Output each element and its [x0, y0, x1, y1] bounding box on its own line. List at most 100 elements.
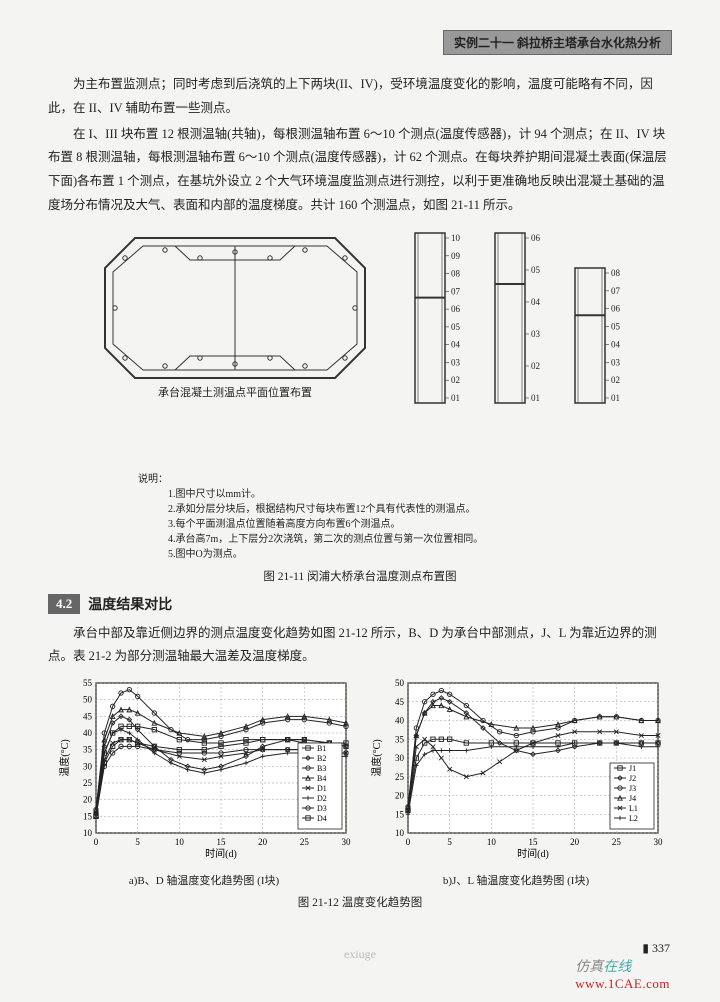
svg-text:J4: J4: [629, 794, 636, 803]
svg-text:B2: B2: [317, 754, 326, 763]
svg-text:时间(d): 时间(d): [205, 847, 237, 860]
svg-text:04: 04: [611, 339, 621, 349]
svg-text:05: 05: [531, 265, 541, 275]
figure-note: 5.图中O为测点。: [168, 547, 672, 562]
svg-text:03: 03: [531, 329, 541, 339]
svg-text:30: 30: [342, 837, 352, 847]
svg-text:5: 5: [135, 837, 140, 847]
svg-text:30: 30: [83, 761, 93, 771]
svg-text:15: 15: [529, 837, 539, 847]
svg-text:04: 04: [531, 297, 541, 307]
chapter-banner: 实例二十一 斜拉桥主塔承台水化热分析: [443, 30, 672, 55]
svg-text:40: 40: [83, 728, 93, 738]
svg-text:B1: B1: [317, 744, 326, 753]
svg-text:50: 50: [395, 678, 405, 688]
section-head-4-2: 4.2 温度结果对比: [48, 594, 672, 614]
svg-text:06: 06: [531, 233, 541, 243]
svg-text:D2: D2: [317, 794, 327, 803]
chart-b-wrap: 101520253035404550051015202530时间(d)温度(°C…: [366, 675, 666, 888]
svg-text:10: 10: [395, 828, 405, 838]
footer: ▮ 337 仿真在线 www.1CAE.com: [575, 941, 670, 992]
svg-text:04: 04: [451, 339, 461, 349]
svg-text:D4: D4: [317, 814, 327, 823]
svg-text:08: 08: [611, 268, 621, 278]
svg-text:25: 25: [612, 837, 622, 847]
svg-text:05: 05: [451, 321, 461, 331]
page: 实例二十一 斜拉桥主塔承台水化热分析 为主布置监测点；同时考虑到后浇筑的上下两块…: [0, 0, 720, 930]
svg-text:承台混凝土测温点平面位置布置: 承台混凝土测温点平面位置布置: [158, 385, 312, 399]
chart-a-sub: a)B、D 轴温度变化趋势图 (I块): [54, 872, 354, 888]
figure-note: 1.图中尺寸以mm计。: [168, 487, 672, 502]
svg-text:0: 0: [94, 837, 99, 847]
svg-text:06: 06: [611, 303, 621, 313]
svg-text:20: 20: [395, 791, 405, 801]
svg-text:20: 20: [83, 795, 93, 805]
svg-text:J1: J1: [629, 764, 636, 773]
svg-text:20: 20: [570, 837, 580, 847]
svg-text:03: 03: [611, 357, 621, 367]
svg-text:B4: B4: [317, 774, 326, 783]
header-banner: 实例二十一 斜拉桥主塔承台水化热分析: [48, 30, 672, 55]
svg-text:40: 40: [395, 716, 405, 726]
svg-text:D3: D3: [317, 804, 327, 813]
svg-text:06: 06: [451, 304, 461, 314]
figure-21-12-caption: 图 21-12 温度变化趋势图: [48, 894, 672, 910]
svg-text:03: 03: [451, 357, 461, 367]
svg-text:30: 30: [395, 753, 405, 763]
watermark: exiuge: [344, 947, 376, 962]
svg-text:07: 07: [451, 286, 461, 296]
svg-text:5: 5: [447, 837, 452, 847]
notes-label: 说明：: [138, 472, 672, 487]
figure-note: 3.每个平面测温点位置随着高度方向布置6个测温点。: [168, 517, 672, 532]
svg-text:10: 10: [175, 837, 185, 847]
svg-text:15: 15: [83, 811, 93, 821]
figure-21-11-caption: 图 21-11 闵浦大桥承台温度测点布置图: [48, 568, 672, 584]
svg-text:01: 01: [451, 393, 460, 403]
svg-text:L2: L2: [629, 814, 638, 823]
paragraph-2: 在 I、III 块布置 12 根测温轴(共轴)，每根测温轴布置 6～10 个测点…: [48, 123, 672, 218]
svg-text:30: 30: [654, 837, 664, 847]
svg-text:45: 45: [83, 711, 93, 721]
svg-text:45: 45: [395, 697, 405, 707]
brand-1: 仿真在线: [575, 956, 670, 976]
section-number: 4.2: [48, 594, 80, 614]
svg-text:10: 10: [487, 837, 497, 847]
chart-b-sub: b)J、L 轴温度变化趋势图 (I块): [366, 872, 666, 888]
brand-2: www.1CAE.com: [575, 976, 670, 992]
svg-text:07: 07: [611, 285, 621, 295]
figure-21-11: 承台混凝土测温点平面位置布置10090807060504030201060504…: [48, 228, 672, 584]
svg-text:温度(°C): 温度(°C): [58, 739, 71, 776]
svg-text:温度(°C): 温度(°C): [370, 739, 383, 776]
chart-b: 101520253035404550051015202530时间(d)温度(°C…: [366, 675, 666, 865]
chart-a: 10152025303540455055051015202530时间(d)温度(…: [54, 675, 354, 865]
svg-text:25: 25: [395, 772, 405, 782]
figure-notes: 说明： 1.图中尺寸以mm计。2.承如分层分块后，根据结构尺寸每块布置12个具有…: [168, 472, 672, 562]
svg-text:01: 01: [611, 393, 620, 403]
svg-text:35: 35: [83, 745, 93, 755]
svg-text:15: 15: [395, 809, 405, 819]
svg-text:L1: L1: [629, 804, 638, 813]
svg-text:01: 01: [531, 393, 540, 403]
svg-text:15: 15: [217, 837, 227, 847]
paragraph-1: 为主布置监测点；同时考虑到后浇筑的上下两块(II、IV)，受环境温度变化的影响，…: [48, 73, 672, 121]
svg-text:D1: D1: [317, 784, 327, 793]
svg-text:05: 05: [611, 321, 621, 331]
svg-text:25: 25: [83, 778, 93, 788]
svg-text:35: 35: [395, 734, 405, 744]
svg-text:10: 10: [451, 233, 461, 243]
svg-text:08: 08: [451, 268, 461, 278]
section-title: 温度结果对比: [88, 594, 172, 614]
svg-text:J2: J2: [629, 774, 636, 783]
figure-note: 2.承如分层分块后，根据结构尺寸每块布置12个具有代表性的测温点。: [168, 502, 672, 517]
paragraph-3: 承台中部及靠近侧边界的测点温度变化趋势如图 21-12 所示，B、D 为承台中部…: [48, 622, 672, 670]
svg-text:02: 02: [531, 361, 540, 371]
charts-row: 10152025303540455055051015202530时间(d)温度(…: [48, 675, 672, 888]
svg-text:02: 02: [451, 375, 460, 385]
page-number: ▮ 337: [575, 941, 670, 956]
svg-text:B3: B3: [317, 764, 326, 773]
svg-text:J3: J3: [629, 784, 636, 793]
svg-text:55: 55: [83, 678, 93, 688]
svg-text:50: 50: [83, 695, 93, 705]
svg-text:20: 20: [258, 837, 268, 847]
figure-note: 4.承台高7m，上下层分2次浇筑，第二次的测点位置与第一次位置相同。: [168, 532, 672, 547]
